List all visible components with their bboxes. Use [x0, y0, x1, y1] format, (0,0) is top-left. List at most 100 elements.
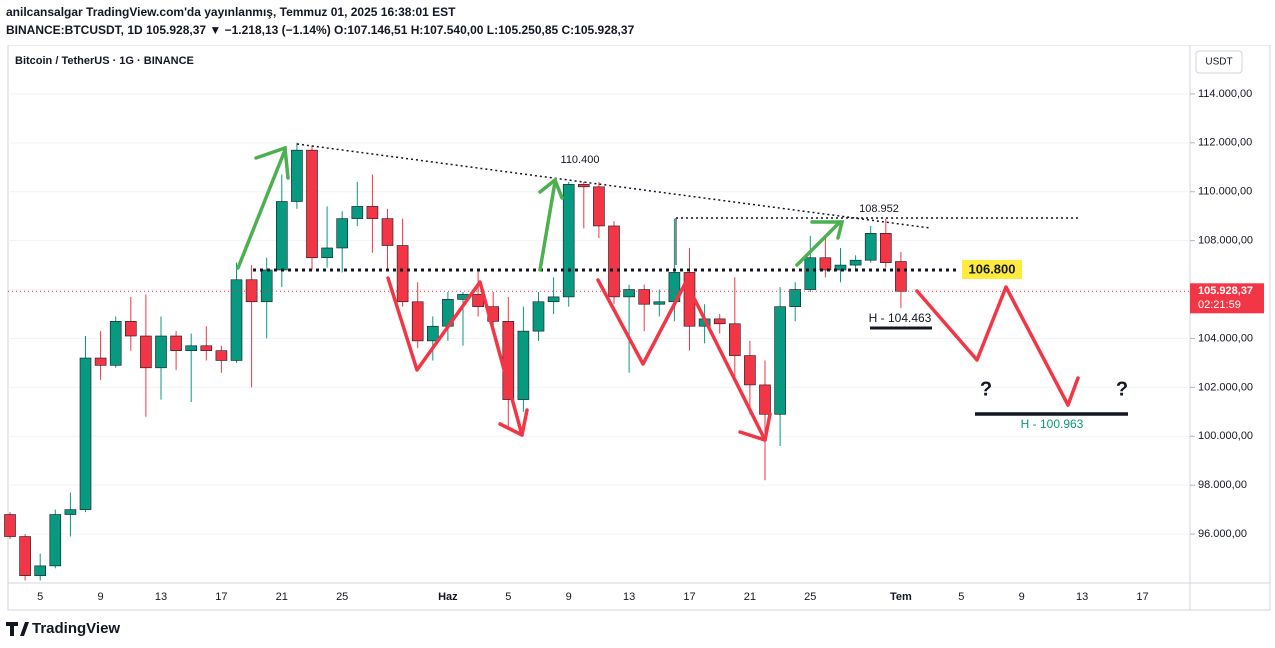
- x-tick-label: 21: [744, 591, 756, 603]
- brand: TradingView: [32, 620, 120, 637]
- candle-body: [381, 218, 394, 246]
- chart: Bitcoin / TetherUS · 1G · BINANCE USDT 1…: [4, 45, 1271, 637]
- x-tick-label: 13: [1076, 591, 1088, 603]
- x-tick-label: 13: [623, 591, 635, 603]
- candle-body: [19, 536, 31, 576]
- x-tick-label: 17: [215, 591, 227, 603]
- candle-body: [789, 289, 802, 307]
- candle-body: [4, 514, 16, 537]
- candle-body: [774, 306, 786, 415]
- x-tick-label: 5: [37, 591, 43, 603]
- candle-body: [245, 279, 258, 303]
- candle-body: [819, 257, 832, 271]
- candle-body: [170, 335, 182, 351]
- candle-body: [34, 565, 47, 576]
- chart-title: Bitcoin / TetherUS · 1G · BINANCE: [15, 55, 194, 67]
- candle-body: [623, 289, 635, 298]
- candle-body: [713, 318, 726, 325]
- candle-body: [215, 350, 228, 361]
- candle-body: [653, 301, 666, 305]
- x-tick-label: 13: [155, 591, 167, 603]
- annotation: 110.400: [561, 154, 600, 166]
- annotation: H - 104.463: [869, 311, 932, 325]
- annotation: 108.952: [859, 203, 899, 215]
- y-tick-label: 112.000,00: [1198, 137, 1252, 149]
- x-tick-label: Haz: [438, 591, 458, 603]
- label-box: [962, 260, 1022, 279]
- candle-body: [804, 257, 817, 290]
- header-line: anilcansalgar TradingView.com'da yayınla…: [6, 5, 456, 19]
- candle-body: [94, 357, 107, 366]
- candle-body: [185, 345, 197, 351]
- candle-body: [79, 357, 92, 510]
- currency: USDT: [1205, 57, 1232, 68]
- candle-body: [306, 149, 318, 259]
- annotation: 106.800: [969, 261, 1016, 276]
- y-tick-label: 110.000,00: [1198, 186, 1252, 198]
- candles: [4, 93, 1190, 581]
- y-tick-label: 98.000,00: [1198, 479, 1247, 491]
- candle-body: [155, 335, 167, 369]
- candle-body: [200, 345, 213, 351]
- frame: [7, 45, 1271, 611]
- candle-body: [895, 261, 907, 292]
- candle-body: [230, 279, 243, 361]
- candle-body: [291, 149, 303, 202]
- candle-body: [140, 335, 152, 369]
- y-tick-label: 104.000,00: [1198, 332, 1253, 344]
- candle-body: [577, 184, 590, 188]
- candle-body: [396, 245, 409, 303]
- axes: 96.000,00 98.000,00 100.000,00 102.000,00 10…: [37, 88, 1264, 603]
- candle-body: [275, 201, 288, 271]
- candle-body: [64, 509, 77, 515]
- last-price-box: [1190, 283, 1264, 314]
- x-tick-label: 25: [804, 591, 816, 603]
- x-tick-label: 9: [566, 591, 572, 603]
- candle-body: [321, 247, 333, 259]
- green-arrows: [236, 145, 845, 272]
- candle-body: [849, 259, 862, 266]
- candle-body: [608, 225, 620, 298]
- candle-body: [411, 301, 424, 342]
- header-line: BINANCE:BTCUSDT, 1D 105.928,37 ▼ −1.218,…: [6, 23, 635, 37]
- x-tick-label: 21: [276, 591, 288, 603]
- y-tick-label: 100.000,00: [1198, 430, 1253, 442]
- candle-body: [472, 294, 484, 307]
- x-tick-label: 17: [683, 591, 695, 603]
- x-tick-label: Tem: [890, 591, 912, 603]
- annotation: H - 100.963: [1021, 417, 1084, 431]
- candle-body: [593, 186, 605, 227]
- candle-body: [879, 233, 892, 263]
- x-tick-label: 5: [505, 591, 511, 603]
- candle-body: [562, 184, 575, 298]
- candle-body: [532, 301, 545, 332]
- y-tick-label: 108.000,00: [1198, 235, 1253, 247]
- last-price-label: 105.928,37: [1198, 285, 1253, 297]
- y-tick-label: 96.000,00: [1198, 528, 1247, 540]
- x-tick-label: 9: [98, 591, 104, 603]
- trend-line: [296, 143, 931, 229]
- annotation: ?: [980, 378, 992, 400]
- candle-body: [336, 218, 349, 249]
- red-arrows: [386, 276, 1080, 442]
- candle-body: [744, 355, 756, 386]
- candle-body: [49, 514, 62, 567]
- y-tick-label: 102.000,00: [1198, 381, 1253, 393]
- candle-body: [864, 233, 877, 261]
- currency-box: [1195, 50, 1243, 74]
- candle-body: [125, 321, 137, 337]
- candle-body: [728, 323, 741, 356]
- x-tick-label: 17: [1136, 591, 1148, 603]
- countdown: 02:21:59: [1198, 299, 1241, 311]
- candle-body: [260, 269, 273, 303]
- candle-body: [109, 321, 122, 366]
- brand-logo: [6, 622, 29, 636]
- candle-body: [351, 206, 364, 219]
- x-tick-label: 5: [958, 591, 964, 603]
- annotation: ?: [1116, 378, 1128, 400]
- y-tick-label: 114.000,00: [1198, 88, 1252, 100]
- candle-body: [834, 264, 847, 271]
- candle-body: [547, 296, 560, 303]
- x-tick-label: 9: [1019, 591, 1025, 603]
- candle-body: [426, 325, 439, 342]
